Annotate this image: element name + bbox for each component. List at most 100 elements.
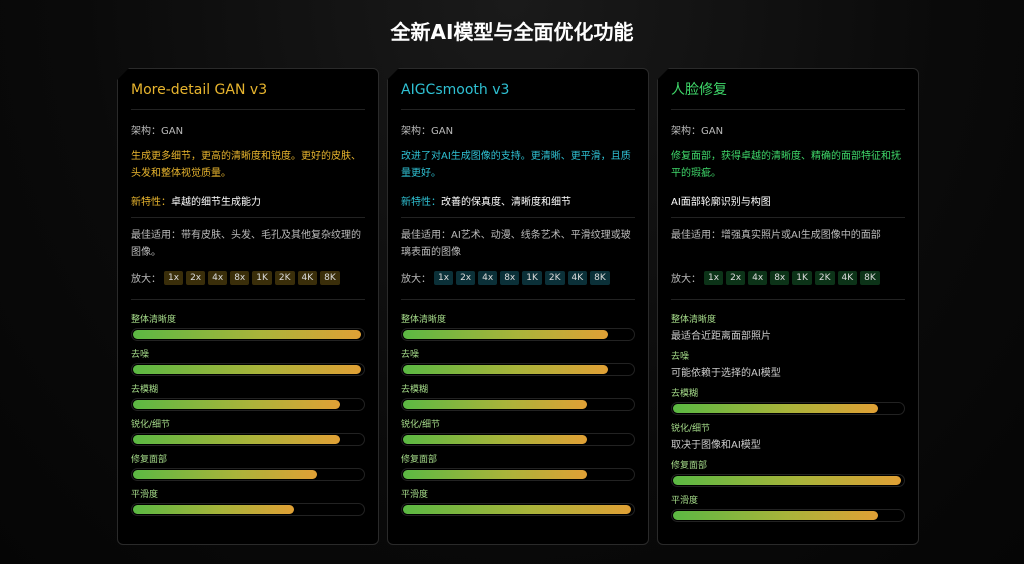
new-feature: 新特性：改善的保真度、清晰度和细节 xyxy=(401,193,635,218)
new-feature-value: 改善的保真度、清晰度和细节 xyxy=(441,197,571,208)
metric-bar xyxy=(671,402,905,415)
model-description: 生成更多细节，更高的清晰度和锐度。更好的皮肤、头发和整体视觉质量。 xyxy=(131,151,361,179)
new-feature-label: 新特性： xyxy=(131,197,171,208)
metric-bar xyxy=(401,328,635,341)
best-for-text: 最佳适用：AI艺术、动漫、线条艺术、平滑纹理或玻璃表面的图像 xyxy=(401,230,631,258)
upscale-chip[interactable]: 8x xyxy=(770,270,790,285)
metric-bar xyxy=(131,398,365,411)
model-description: 修复面部，获得卓越的清晰度、精确的面部特征和抚平的瑕疵。 xyxy=(671,151,901,179)
upscale-chip[interactable]: 1K xyxy=(522,270,542,285)
metrics-list: 整体清晰度去噪去模糊锐化/细节修复面部平滑度 xyxy=(131,312,365,516)
new-feature-value: 卓越的细节生成能力 xyxy=(171,197,261,208)
metric-label: 去噪 xyxy=(131,350,150,360)
metric-label: 整体清晰度 xyxy=(131,315,177,325)
metric-bar-fill xyxy=(133,435,340,444)
upscale-chip[interactable]: 4x xyxy=(208,270,228,285)
model-card[interactable]: AIGCsmooth v3 架构：GAN 改进了对AI生成图像的支持。更清晰、更平滑… xyxy=(387,68,649,545)
upscale-chip[interactable]: 1x xyxy=(164,270,184,285)
metric-label: 去噪 xyxy=(671,352,690,362)
metric-bar xyxy=(131,363,365,376)
new-feature: 新特性：卓越的细节生成能力 xyxy=(131,193,365,218)
metric-bar xyxy=(131,328,365,341)
metric-label: 去噪 xyxy=(401,350,420,360)
metric-bar-fill xyxy=(403,435,587,444)
metric-label: 锐化/细节 xyxy=(401,420,441,430)
architecture-text: 架构：GAN xyxy=(671,126,724,137)
best-for-text: 最佳适用：增强真实照片或AI生成图像中的面部 xyxy=(671,230,881,241)
upscale-label: 放大： xyxy=(131,274,161,285)
metric-label: 整体清晰度 xyxy=(401,315,447,325)
metric-label: 平滑度 xyxy=(131,490,159,500)
upscale-chip[interactable]: 2x xyxy=(186,270,206,285)
metric-bar xyxy=(401,433,635,446)
metric-label: 去模糊 xyxy=(131,385,159,395)
metric-bar-fill xyxy=(673,476,901,485)
upscale-chip[interactable]: 8K xyxy=(320,270,340,285)
upscale-chip[interactable]: 2K xyxy=(814,270,835,285)
upscale-chip[interactable]: 8x xyxy=(230,270,250,285)
upscale-chip[interactable]: 4x xyxy=(478,270,498,285)
upscale-chip[interactable]: 1K xyxy=(792,270,812,285)
metric-label: 修复面部 xyxy=(671,461,708,471)
new-feature-label: 新特性： xyxy=(401,197,441,208)
metric-bar-fill xyxy=(403,400,587,409)
metric-label: 整体清晰度 xyxy=(671,315,717,325)
model-card[interactable]: 人脸修复架构：GAN 修复面部，获得卓越的清晰度、精确的面部特征和抚平的瑕疵。 AI… xyxy=(657,68,919,545)
upscale-chip[interactable]: 1x xyxy=(434,270,454,285)
metric-note: 取决于图像和AI模型 xyxy=(671,440,761,451)
card-body: 人脸修复架构：GAN 修复面部，获得卓越的清晰度、精确的面部特征和抚平的瑕疵。 AI… xyxy=(658,69,918,522)
metric-bar xyxy=(401,398,635,411)
upscale-label: 放大： xyxy=(401,274,431,285)
page-title: 全新AI模型与全面优化功能 xyxy=(390,20,634,44)
upscale-chip[interactable]: 8x xyxy=(500,270,520,285)
metric-bar-fill xyxy=(403,330,608,339)
metric-bar-fill xyxy=(673,511,878,520)
architecture-text: 架构：GAN xyxy=(131,126,184,137)
metric-note: 可能依赖于选择的AI模型 xyxy=(671,368,781,379)
metric-bar xyxy=(131,433,365,446)
new-feature-value: AI面部轮廓识别与构图 xyxy=(671,197,771,208)
metrics-list: 整体清晰度去噪去模糊锐化/细节修复面部平滑度 xyxy=(401,312,635,516)
upscale-chip[interactable]: 2x xyxy=(456,270,476,285)
metric-bar-fill xyxy=(133,400,340,409)
upscale-chip[interactable]: 2K xyxy=(274,270,295,285)
upscale-options: 放大： 1x 2x 4x 8x 1K 2K 4K 8K xyxy=(131,270,365,300)
upscale-chip[interactable]: 1x xyxy=(704,270,724,285)
metric-bar-fill xyxy=(133,470,317,479)
metric-bar-fill xyxy=(403,365,608,374)
metric-label: 平滑度 xyxy=(401,490,429,500)
upscale-chip[interactable]: 2K xyxy=(544,270,565,285)
new-feature: AI面部轮廓识别与构图 xyxy=(671,193,905,218)
metric-label: 修复面部 xyxy=(401,455,438,465)
upscale-chip[interactable]: 2x xyxy=(726,270,746,285)
metric-bar-fill xyxy=(403,470,587,479)
upscale-chip[interactable]: 1K xyxy=(252,270,272,285)
upscale-options: 放大： 1x 2x 4x 8x 1K 2K 4K 8K xyxy=(671,270,905,300)
model-description: 改进了对AI生成图像的支持。更清晰、更平滑，且质量更好。 xyxy=(401,151,631,179)
best-for-text: 最佳适用：带有皮肤、头发、毛孔及其他复杂纹理的图像。 xyxy=(131,230,361,258)
metric-label: 修复面部 xyxy=(131,455,168,465)
metric-bar-fill xyxy=(403,505,631,514)
architecture-text: 架构：GAN xyxy=(401,126,454,137)
upscale-chip[interactable]: 4K xyxy=(837,270,858,285)
upscale-chip[interactable]: 4K xyxy=(567,270,588,285)
metric-bar xyxy=(401,468,635,481)
upscale-label: 放大： xyxy=(671,274,701,285)
upscale-chip[interactable]: 8K xyxy=(860,270,880,285)
metric-label: 去模糊 xyxy=(401,385,429,395)
metric-bar xyxy=(401,503,635,516)
metric-bar-fill xyxy=(133,365,361,374)
metric-note: 最适合近距离面部照片 xyxy=(671,331,771,342)
metric-bar xyxy=(131,468,365,481)
upscale-chip[interactable]: 8K xyxy=(590,270,610,285)
upscale-chip[interactable]: 4x xyxy=(748,270,768,285)
model-name: 人脸修复 xyxy=(671,69,905,110)
metric-label: 去模糊 xyxy=(671,389,699,399)
upscale-chip[interactable]: 4K xyxy=(297,270,318,285)
model-card[interactable]: More-detail GAN v3 架构：GAN 生成更多细节，更高的清晰度和锐度… xyxy=(117,68,379,545)
metric-bar-fill xyxy=(133,505,294,514)
metric-label: 锐化/细节 xyxy=(131,420,171,430)
metrics-list: 整体清晰度 最适合近距离面部照片 去噪 可能依赖于选择的AI模型 去模糊 锐化/细节 取决于… xyxy=(671,312,905,522)
metric-label: 平滑度 xyxy=(671,496,699,506)
metric-bar xyxy=(401,363,635,376)
